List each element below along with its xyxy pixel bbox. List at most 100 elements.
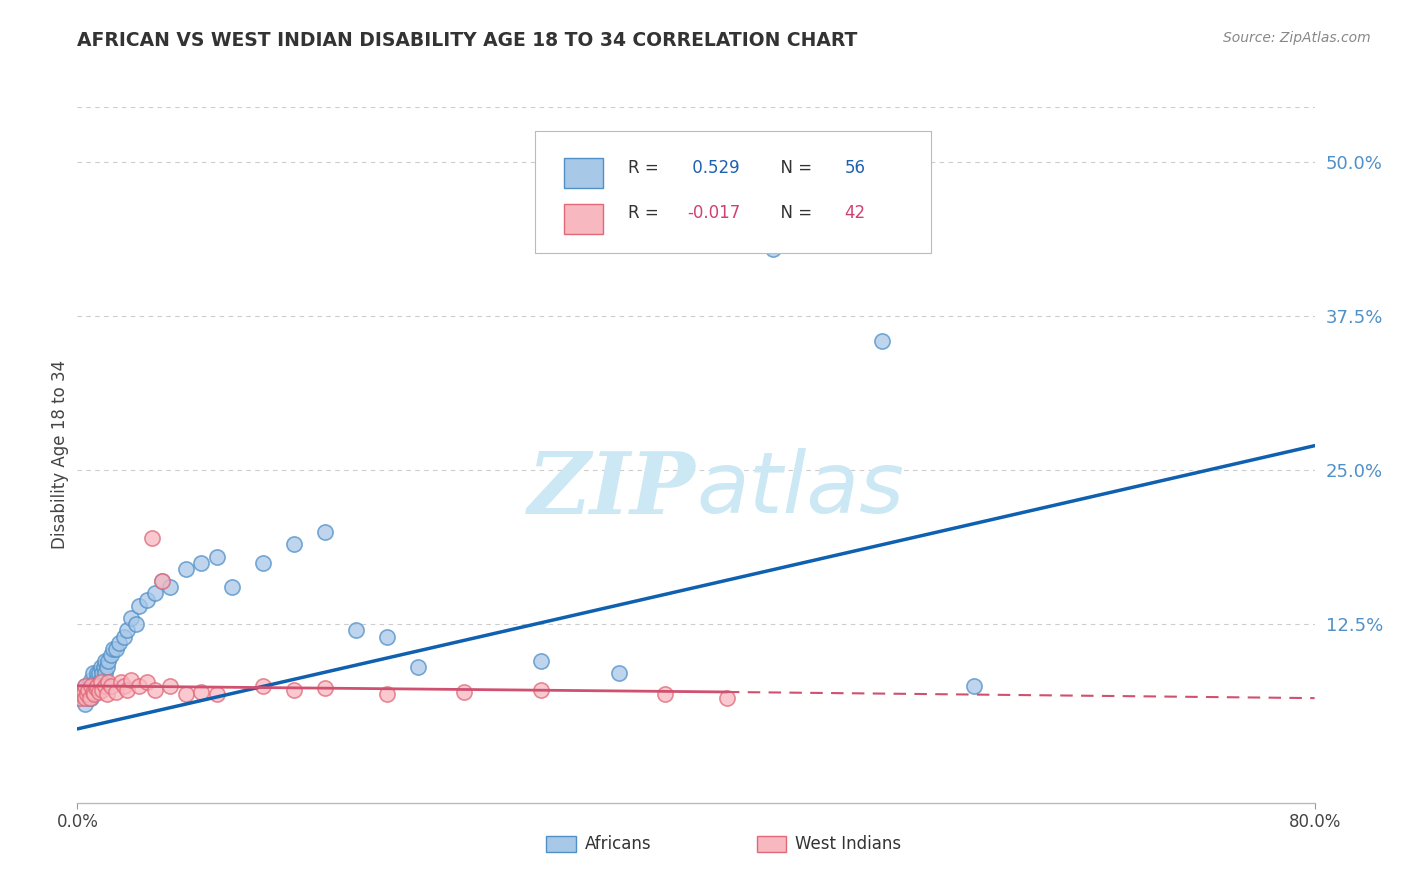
Point (75, 691, 96, 706)
Point (190, 685, 212, 699)
Point (190, 556, 212, 570)
Point (86, 666, 108, 681)
Point (375, 688, 398, 702)
Point (136, 675, 159, 690)
Point (86, 679, 108, 693)
Point (963, 679, 986, 693)
Point (108, 636, 131, 650)
Point (112, 630, 135, 644)
Point (152, 574, 174, 589)
Point (159, 679, 181, 693)
Text: N =: N = (770, 160, 817, 178)
Point (100, 648, 122, 662)
Point (75, 679, 96, 693)
Point (77, 679, 100, 693)
Point (115, 682, 138, 697)
Point (128, 679, 150, 693)
Point (97, 654, 120, 668)
Text: Africans: Africans (585, 835, 651, 853)
Point (69, 691, 91, 706)
Point (252, 679, 274, 693)
Point (152, 574, 174, 589)
Point (82, 685, 104, 699)
Point (453, 685, 475, 699)
Point (654, 688, 676, 702)
Point (83, 679, 105, 693)
Point (91, 682, 114, 697)
Point (115, 624, 138, 638)
Point (530, 682, 553, 697)
Point (344, 624, 367, 638)
Point (125, 617, 148, 632)
Point (136, 592, 159, 607)
Text: R =: R = (628, 160, 664, 178)
Text: 56: 56 (845, 160, 866, 178)
Point (205, 549, 228, 564)
FancyBboxPatch shape (536, 131, 931, 253)
Point (94, 679, 117, 693)
Point (83, 688, 105, 702)
Point (406, 660, 429, 674)
Text: 0.529: 0.529 (688, 160, 740, 178)
Point (159, 580, 181, 594)
Text: AFRICAN VS WEST INDIAN DISABILITY AGE 18 TO 34 CORRELATION CHART: AFRICAN VS WEST INDIAN DISABILITY AGE 18… (77, 31, 858, 50)
Point (87, 666, 110, 681)
Point (94, 666, 117, 681)
Point (70, 685, 93, 699)
Point (96, 688, 118, 702)
Point (283, 537, 305, 551)
Text: ZIP: ZIP (529, 448, 696, 532)
Y-axis label: Disability Age 18 to 34: Disability Age 18 to 34 (51, 360, 69, 549)
Point (84, 681, 107, 696)
Point (79, 679, 101, 693)
Point (69, 691, 91, 706)
Point (375, 630, 398, 644)
Text: West Indians: West Indians (794, 835, 901, 853)
Point (72, 685, 94, 699)
Text: N =: N = (770, 203, 817, 222)
Point (72, 691, 94, 706)
Point (82, 685, 104, 699)
Point (91, 666, 114, 681)
Text: R =: R = (628, 203, 664, 222)
Point (121, 611, 143, 625)
Point (110, 675, 132, 690)
Point (75, 679, 96, 693)
Point (76, 688, 98, 702)
Point (607, 666, 630, 681)
FancyBboxPatch shape (547, 836, 576, 852)
Point (90, 660, 111, 674)
Point (82, 679, 104, 693)
Point (87, 685, 110, 699)
Point (870, 334, 893, 348)
Point (94, 654, 117, 668)
Point (174, 688, 197, 702)
Point (716, 691, 738, 706)
Point (97, 675, 120, 690)
Point (101, 641, 124, 656)
Point (314, 681, 336, 696)
Point (84, 673, 107, 687)
Point (314, 524, 336, 539)
Point (77, 691, 100, 706)
Point (105, 641, 127, 656)
Text: Source: ZipAtlas.com: Source: ZipAtlas.com (1223, 31, 1371, 45)
Point (86, 679, 108, 693)
Point (96, 660, 118, 674)
Point (143, 682, 166, 697)
Point (90, 673, 111, 687)
FancyBboxPatch shape (756, 836, 786, 852)
Point (205, 688, 228, 702)
Point (76, 685, 98, 699)
Point (762, 242, 785, 256)
Text: -0.017: -0.017 (688, 203, 741, 222)
Point (221, 580, 243, 594)
Text: atlas: atlas (696, 448, 904, 532)
Point (80, 691, 103, 706)
Point (105, 685, 127, 699)
Point (128, 599, 150, 613)
Point (174, 562, 197, 576)
Point (141, 531, 163, 545)
Point (80, 673, 103, 687)
Point (77, 682, 100, 697)
